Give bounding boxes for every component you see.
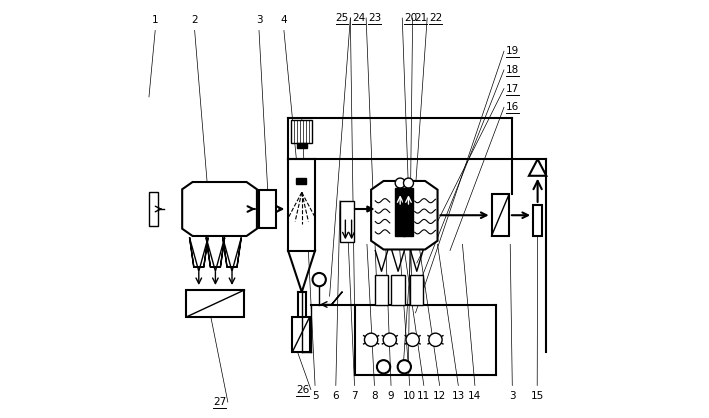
FancyBboxPatch shape — [296, 178, 306, 184]
Text: 17: 17 — [506, 84, 519, 94]
Polygon shape — [182, 182, 257, 236]
Text: 4: 4 — [281, 15, 287, 25]
FancyBboxPatch shape — [533, 205, 542, 236]
Text: 20: 20 — [404, 13, 417, 23]
Text: 6: 6 — [333, 391, 339, 401]
Circle shape — [383, 333, 396, 347]
FancyBboxPatch shape — [375, 275, 388, 304]
FancyBboxPatch shape — [410, 275, 423, 304]
Circle shape — [364, 333, 378, 347]
Circle shape — [403, 178, 413, 188]
Text: 2: 2 — [191, 15, 198, 25]
Text: 15: 15 — [530, 391, 544, 401]
Text: 18: 18 — [506, 65, 519, 75]
FancyBboxPatch shape — [292, 317, 310, 352]
Circle shape — [429, 333, 442, 347]
Text: 8: 8 — [371, 391, 378, 401]
Text: 12: 12 — [433, 391, 446, 401]
Circle shape — [406, 333, 419, 347]
Circle shape — [377, 360, 390, 373]
Circle shape — [313, 273, 326, 286]
Text: 11: 11 — [417, 391, 430, 401]
FancyBboxPatch shape — [288, 159, 315, 250]
FancyBboxPatch shape — [403, 188, 413, 236]
Text: 7: 7 — [351, 391, 358, 401]
FancyBboxPatch shape — [291, 120, 312, 143]
FancyBboxPatch shape — [297, 143, 307, 148]
FancyBboxPatch shape — [395, 188, 405, 236]
Circle shape — [398, 360, 411, 373]
FancyBboxPatch shape — [259, 190, 277, 228]
Polygon shape — [367, 206, 373, 212]
Text: 3: 3 — [256, 15, 262, 25]
Text: 16: 16 — [506, 102, 519, 112]
Text: 10: 10 — [403, 391, 416, 401]
Text: 25: 25 — [335, 13, 349, 23]
FancyBboxPatch shape — [391, 275, 405, 304]
Text: 24: 24 — [352, 13, 365, 23]
Text: 5: 5 — [312, 391, 318, 401]
Text: 23: 23 — [368, 13, 381, 23]
Polygon shape — [529, 159, 547, 176]
Text: 21: 21 — [414, 13, 428, 23]
Text: 3: 3 — [509, 391, 515, 401]
Text: 27: 27 — [213, 397, 226, 407]
Text: 19: 19 — [506, 46, 519, 56]
Polygon shape — [371, 181, 437, 250]
FancyBboxPatch shape — [340, 201, 354, 242]
Text: 1: 1 — [152, 15, 159, 25]
Text: 13: 13 — [452, 391, 465, 401]
FancyBboxPatch shape — [491, 194, 509, 236]
FancyBboxPatch shape — [149, 192, 158, 226]
Text: 9: 9 — [388, 391, 394, 401]
Text: 26: 26 — [296, 385, 309, 395]
Circle shape — [395, 178, 405, 188]
FancyBboxPatch shape — [186, 290, 245, 317]
Text: 14: 14 — [468, 391, 481, 401]
Text: 22: 22 — [429, 13, 442, 23]
